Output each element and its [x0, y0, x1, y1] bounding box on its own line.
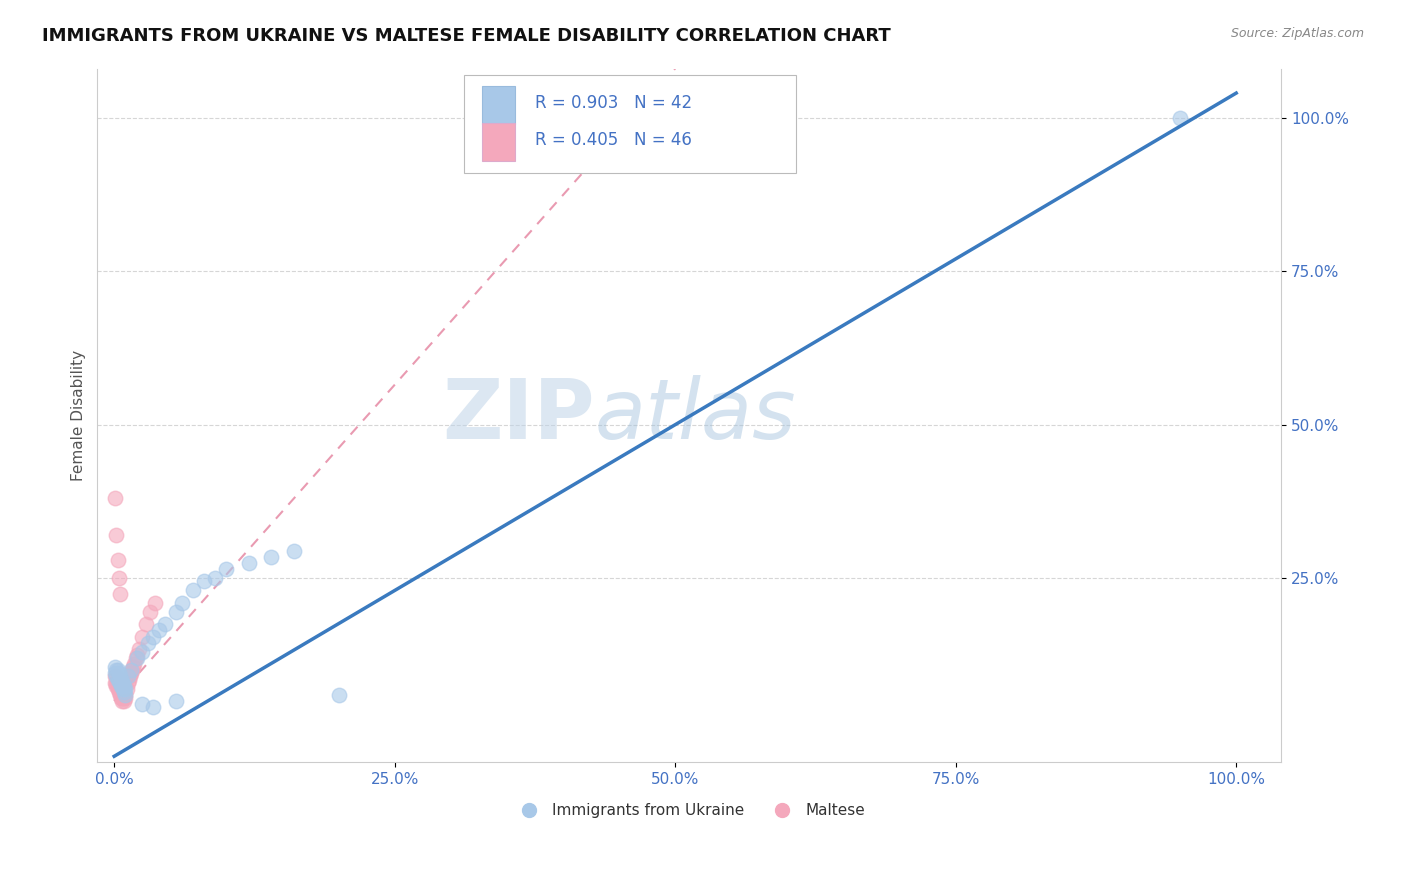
Point	[131, 697, 153, 711]
Bar	[482, 86, 515, 124]
Point	[112, 679, 135, 693]
Point	[104, 660, 127, 674]
Point	[117, 675, 139, 690]
Point	[136, 636, 159, 650]
Point	[111, 685, 134, 699]
Point	[260, 549, 283, 564]
Point	[131, 630, 153, 644]
FancyBboxPatch shape	[464, 76, 796, 173]
Point	[110, 679, 132, 693]
Point	[107, 685, 129, 699]
Point	[110, 688, 132, 702]
Point	[110, 681, 132, 696]
Point	[114, 681, 136, 696]
Point	[105, 679, 128, 693]
Y-axis label: Female Disability: Female Disability	[72, 350, 86, 481]
Point	[124, 657, 146, 672]
Point	[110, 690, 132, 705]
Point	[114, 690, 136, 705]
Point	[283, 543, 305, 558]
Point	[120, 666, 142, 681]
Point	[148, 624, 170, 638]
Point	[107, 675, 129, 690]
Point	[114, 688, 136, 702]
Point	[104, 666, 127, 681]
Text: R = 0.405   N = 46: R = 0.405 N = 46	[536, 131, 692, 149]
Point	[105, 669, 128, 683]
Point	[204, 571, 226, 585]
Point	[105, 663, 128, 677]
Point	[107, 681, 129, 696]
Point	[111, 690, 134, 705]
Point	[120, 663, 142, 677]
Point	[108, 685, 131, 699]
Point	[112, 690, 135, 705]
Point	[114, 688, 136, 702]
Point	[153, 617, 176, 632]
Point	[107, 666, 129, 681]
Point	[112, 681, 135, 696]
Point	[111, 675, 134, 690]
Point	[143, 596, 166, 610]
Point	[328, 688, 350, 702]
Point	[1168, 111, 1191, 125]
Legend: Immigrants from Ukraine, Maltese: Immigrants from Ukraine, Maltese	[508, 797, 870, 824]
Point	[112, 675, 135, 690]
Point	[108, 586, 131, 600]
Point	[238, 556, 260, 570]
Point	[107, 679, 129, 693]
Point	[107, 571, 129, 585]
Point	[112, 688, 135, 702]
Point	[215, 562, 238, 576]
Point	[111, 694, 134, 708]
Point	[104, 669, 127, 683]
Point	[121, 663, 143, 677]
Point	[107, 553, 129, 567]
Point	[124, 651, 146, 665]
Point	[193, 574, 215, 589]
Point	[104, 491, 127, 506]
Point	[125, 651, 148, 665]
Text: Source: ZipAtlas.com: Source: ZipAtlas.com	[1230, 27, 1364, 40]
Point	[104, 675, 127, 690]
Point	[142, 630, 165, 644]
Point	[112, 688, 135, 702]
Point	[165, 694, 187, 708]
Point	[170, 596, 193, 610]
Point	[112, 685, 135, 699]
Point	[139, 605, 162, 619]
Point	[110, 673, 132, 687]
Point	[112, 694, 135, 708]
Point	[107, 673, 129, 687]
Text: R = 0.903   N = 42: R = 0.903 N = 42	[536, 95, 693, 112]
Point	[181, 583, 204, 598]
Point	[105, 669, 128, 683]
Point	[107, 679, 129, 693]
Text: ZIP: ZIP	[441, 375, 595, 456]
Text: atlas: atlas	[595, 375, 796, 456]
Point	[165, 605, 187, 619]
Point	[122, 660, 145, 674]
Point	[128, 641, 150, 656]
Point	[115, 681, 138, 696]
Point	[107, 673, 129, 687]
Point	[111, 679, 134, 693]
Point	[142, 700, 165, 714]
Point	[117, 669, 139, 683]
Point	[108, 675, 131, 690]
Bar	[482, 122, 515, 161]
Point	[107, 663, 129, 677]
Point	[135, 617, 157, 632]
Point	[105, 675, 128, 690]
Point	[125, 648, 148, 662]
Point	[108, 669, 131, 683]
Point	[118, 673, 141, 687]
Point	[107, 681, 129, 696]
Point	[131, 645, 153, 659]
Point	[108, 688, 131, 702]
Text: IMMIGRANTS FROM UKRAINE VS MALTESE FEMALE DISABILITY CORRELATION CHART: IMMIGRANTS FROM UKRAINE VS MALTESE FEMAL…	[42, 27, 891, 45]
Point	[105, 528, 128, 542]
Point	[118, 669, 141, 683]
Point	[108, 679, 131, 693]
